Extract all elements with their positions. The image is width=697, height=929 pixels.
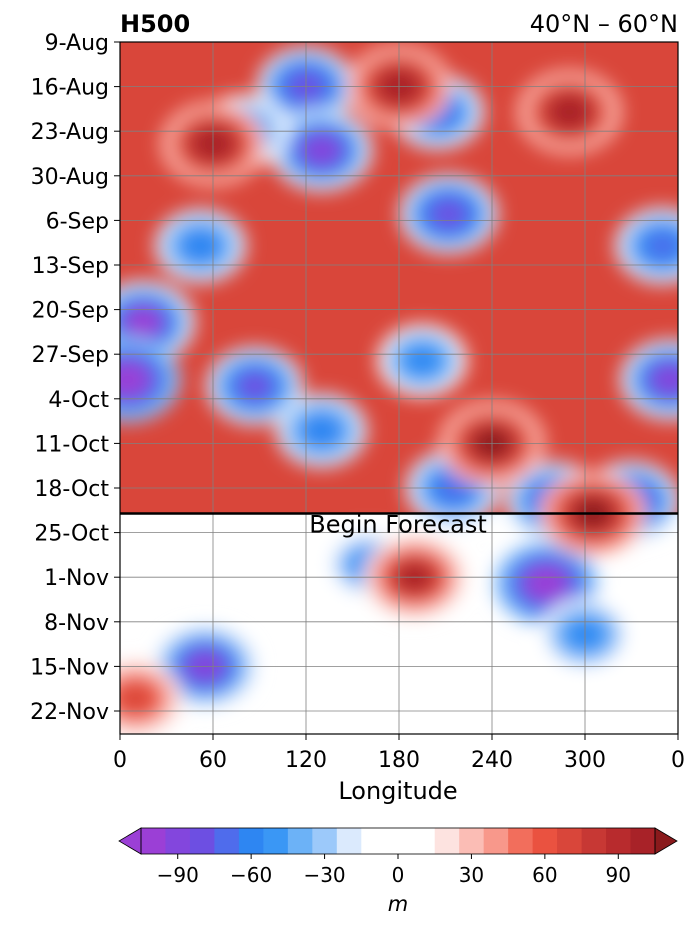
y-tick-label: 16-Aug: [31, 76, 109, 101]
colorbar-segment: [630, 828, 656, 854]
colorbar-tick-label: −60: [230, 863, 272, 887]
colorbar-segment: [361, 828, 436, 854]
colorbar-segment: [459, 828, 485, 854]
anomaly-positive-26-ring-4: [120, 686, 151, 711]
y-tick-label: 23-Aug: [31, 120, 109, 145]
y-tick-label: 8-Nov: [44, 611, 109, 636]
colorbar-extend-low: [118, 827, 142, 855]
begin-forecast-annotation: Begin Forecast: [309, 510, 487, 538]
x-tick-label: 240: [471, 748, 513, 773]
colorbar-segment: [238, 828, 264, 854]
chart-title-right: 40°N – 60°N: [530, 10, 678, 38]
x-tick-label: 180: [378, 748, 420, 773]
anomaly-negative-8-ring-4: [239, 373, 271, 399]
colorbar-segment: [263, 828, 289, 854]
colorbar-segment: [581, 828, 607, 854]
x-axis-label: Longitude: [338, 777, 457, 805]
colorbar-segment: [336, 828, 362, 854]
anomaly-negative-5-ring-4: [185, 234, 216, 258]
grid-lines: [120, 42, 678, 734]
colorbar-label: m: [388, 892, 408, 916]
anomaly-negative-10-ring-4: [407, 348, 437, 373]
anomaly-negative-15-ring-4: [654, 366, 678, 393]
anomaly-negative-14-ring-4: [647, 233, 678, 259]
anomaly-negative-6-ring-4: [126, 308, 160, 336]
y-tick-label: 13-Sep: [32, 254, 109, 279]
colorbar-tick-label: 30: [459, 863, 484, 887]
y-tick-label: 27-Sep: [32, 343, 109, 368]
anomaly-negative-1-ring-4: [305, 137, 338, 164]
colorbar-segment: [557, 828, 583, 854]
x-tick-label: 120: [285, 748, 327, 773]
y-tick-label: 25-Oct: [34, 522, 109, 547]
plot-area: [120, 42, 678, 734]
colorbar-tick-label: 0: [392, 863, 405, 887]
colorbar-tick-label: −30: [303, 863, 345, 887]
x-tick-label: 60: [199, 748, 227, 773]
anomaly-negative-16-ring-4: [529, 569, 564, 598]
colorbar-segment: [508, 828, 534, 854]
colorbar-segment: [141, 828, 166, 854]
y-tick-label: 20-Sep: [32, 299, 109, 324]
y-tick-label: 22-Nov: [30, 700, 109, 725]
colorbar-tick-label: 60: [532, 863, 557, 887]
colorbar-tick-label: 90: [606, 863, 631, 887]
y-tick-label: 11-Oct: [34, 432, 109, 457]
y-tick-label: 15-Nov: [30, 655, 109, 680]
y-tick-label: 9-Aug: [45, 31, 109, 56]
x-tick-label: 0: [671, 748, 685, 773]
y-axis-date-ticks: 9-Aug 16-Aug 23-Aug 30-Aug 6-Sep 13-Sep 20-Sep…: [30, 31, 120, 725]
y-tick-label: 30-Aug: [31, 165, 109, 190]
colorbar: −90 −60 −30 0 30 60 90: [118, 827, 678, 887]
colorbar-extend-high: [654, 827, 678, 855]
colorbar-segment: [606, 828, 632, 854]
y-tick-label: 1-Nov: [44, 566, 109, 591]
colorbar-segment: [312, 828, 338, 854]
colorbar-segment: [189, 828, 215, 854]
anomaly-negative-9-ring-4: [306, 418, 337, 443]
colorbar-tick-label: −90: [157, 863, 199, 887]
y-tick-label: 6-Sep: [46, 209, 109, 234]
y-tick-label: 4-Oct: [48, 388, 109, 413]
chart-title-left: H500: [120, 10, 190, 38]
colorbar-segment: [483, 828, 509, 854]
colorbar-segment: [165, 828, 191, 854]
anomaly-negative-7-ring-4: [120, 366, 145, 394]
colorbar-segment: [287, 828, 313, 854]
colorbar-segment: [434, 828, 460, 854]
anomaly-positive-22-ring-4: [552, 98, 587, 126]
anomaly-negative-4-ring-4: [432, 201, 465, 227]
y-tick-label: 18-Oct: [34, 477, 109, 502]
x-tick-label: 300: [564, 748, 606, 773]
x-tick-label: 0: [113, 748, 127, 773]
colorbar-segment: [532, 828, 558, 854]
x-axis-longitude-ticks: 0 60 120 180 240 300 0: [113, 734, 685, 773]
colorbar-segment: [214, 828, 240, 854]
